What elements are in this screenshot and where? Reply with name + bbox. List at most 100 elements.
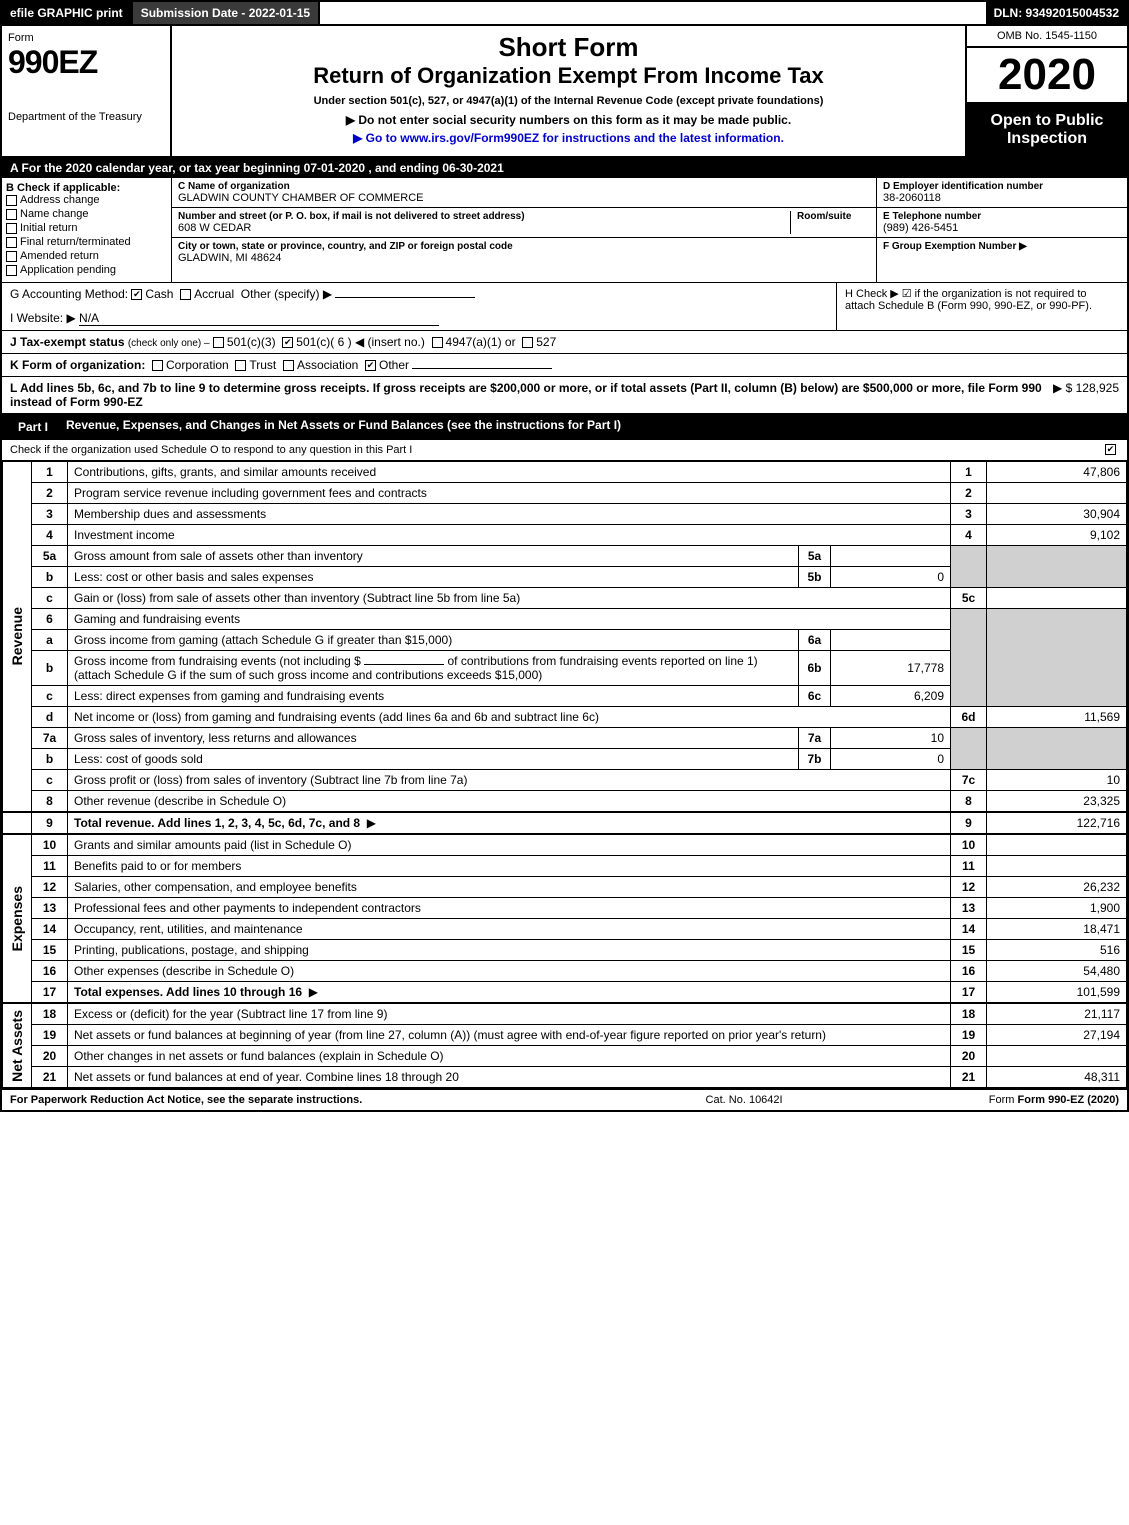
part1-number: Part I (10, 418, 56, 436)
street-value: 608 W CEDAR (178, 222, 790, 234)
accrual-label: Accrual (194, 287, 234, 301)
checkbox-icon[interactable] (282, 337, 293, 348)
table-row: 6 Gaming and fundraising events (3, 609, 1127, 630)
line-ref: 18 (951, 1003, 987, 1025)
submission-date-label: Submission Date - 2022-01-15 (133, 2, 320, 24)
dept-treasury: Department of the Treasury (8, 111, 164, 123)
checkbox-icon[interactable] (6, 251, 17, 262)
line-9-desc: Total revenue. Add lines 1, 2, 3, 4, 5c,… (74, 816, 360, 830)
shaded-cell (987, 728, 1127, 770)
chk-initial-return[interactable]: Initial return (6, 222, 167, 234)
checkbox-icon[interactable] (365, 360, 376, 371)
checkbox-icon[interactable] (152, 360, 163, 371)
section-def: D Employer identification number 38-2060… (877, 178, 1127, 282)
line-ref: 13 (951, 898, 987, 919)
efile-print-label[interactable]: efile GRAPHIC print (2, 2, 133, 24)
top-bar: efile GRAPHIC print Submission Date - 20… (2, 2, 1127, 26)
section-j: J Tax-exempt status (check only one) – 5… (2, 331, 1127, 354)
line-val (987, 483, 1127, 504)
501c-label: 501(c)( 6 ) ◀ (insert no.) (296, 335, 425, 349)
4947a1-label: 4947(a)(1) or (446, 335, 516, 349)
line-num: 16 (32, 961, 68, 982)
checkbox-icon[interactable] (432, 337, 443, 348)
chk-name-change[interactable]: Name change (6, 208, 167, 220)
checkbox-icon[interactable] (6, 265, 17, 276)
line-subval: 6,209 (831, 686, 951, 707)
line-desc: Gross sales of inventory, less returns a… (68, 728, 799, 749)
table-row: 2 Program service revenue including gove… (3, 483, 1127, 504)
goto-link[interactable]: ▶ Go to www.irs.gov/Form990EZ for instru… (182, 131, 955, 145)
line-num: 6 (32, 609, 68, 630)
line-ref: 3 (951, 504, 987, 525)
trust-label: Trust (249, 358, 276, 372)
checkbox-icon[interactable] (6, 237, 17, 248)
line-num: d (32, 707, 68, 728)
line-val: 21,117 (987, 1003, 1127, 1025)
table-row: 16 Other expenses (describe in Schedule … (3, 961, 1127, 982)
line-desc: Contributions, gifts, grants, and simila… (68, 462, 951, 483)
checkbox-icon[interactable] (180, 289, 191, 300)
checkbox-icon[interactable] (131, 289, 142, 300)
netassets-vertical-label: Net Assets (3, 1003, 32, 1088)
city-value: GLADWIN, MI 48624 (178, 252, 870, 264)
other-specify-label: Other (specify) ▶ (241, 287, 332, 301)
line-ref: 14 (951, 919, 987, 940)
checkbox-icon[interactable] (1105, 444, 1116, 455)
section-l-text: L Add lines 5b, 6c, and 7b to line 9 to … (10, 381, 1043, 409)
checkbox-icon[interactable] (6, 195, 17, 206)
line-6b-blank[interactable] (364, 664, 444, 665)
chk-application-pending[interactable]: Application pending (6, 264, 167, 276)
return-title: Return of Organization Exempt From Incom… (182, 63, 955, 89)
chk-address-change[interactable]: Address change (6, 194, 167, 206)
footer-right: Form Form 990-EZ (2020) (989, 1094, 1119, 1106)
checkbox-icon[interactable] (235, 360, 246, 371)
group-exemption-label: F Group Exemption Number ▶ (883, 241, 1121, 252)
line-val: 30,904 (987, 504, 1127, 525)
irs-link[interactable]: ▶ Go to www.irs.gov/Form990EZ for instru… (353, 131, 784, 145)
line-val: 10 (987, 770, 1127, 791)
line-subref: 6b (799, 651, 831, 686)
other-org-input[interactable] (412, 368, 552, 369)
line-ref: 17 (951, 982, 987, 1004)
line-desc: Total expenses. Add lines 10 through 16 … (68, 982, 951, 1004)
line-desc: Grants and similar amounts paid (list in… (68, 834, 951, 856)
line-subval (831, 630, 951, 651)
line-num: c (32, 770, 68, 791)
room-label: Room/suite (797, 211, 870, 222)
line-num: 21 (32, 1067, 68, 1088)
line-val (987, 1046, 1127, 1067)
line-val (987, 588, 1127, 609)
form-header: Form 990EZ Department of the Treasury Sh… (2, 26, 1127, 158)
website-label: I Website: ▶ (10, 311, 76, 325)
tax-exempt-sub: (check only one) – (128, 338, 210, 349)
shaded-cell (987, 609, 1127, 707)
501c3-label: 501(c)(3) (227, 335, 276, 349)
line-subval (831, 546, 951, 567)
city-label: City or town, state or province, country… (178, 241, 870, 252)
chk-final-return[interactable]: Final return/terminated (6, 236, 167, 248)
other-org-label: Other (379, 358, 409, 372)
checkbox-icon[interactable] (522, 337, 533, 348)
section-k: K Form of organization: Corporation Trus… (2, 354, 1127, 377)
section-i: I Website: ▶ N/A (10, 311, 828, 326)
line-desc: Less: direct expenses from gaming and fu… (68, 686, 799, 707)
checkbox-icon[interactable] (6, 223, 17, 234)
section-e: E Telephone number (989) 426-5451 (877, 208, 1127, 238)
org-name-label: C Name of organization (178, 181, 870, 192)
dln-label: DLN: 93492015004532 (986, 2, 1127, 24)
line-ref: 5c (951, 588, 987, 609)
other-specify-input[interactable] (335, 297, 475, 298)
table-row: Revenue 1 Contributions, gifts, grants, … (3, 462, 1127, 483)
checkbox-icon[interactable] (283, 360, 294, 371)
checkbox-icon[interactable] (213, 337, 224, 348)
part1-table: Revenue 1 Contributions, gifts, grants, … (2, 461, 1127, 1088)
chk-amended-return[interactable]: Amended return (6, 250, 167, 262)
no-ssn-notice: ▶ Do not enter social security numbers o… (182, 113, 955, 127)
line-desc: Investment income (68, 525, 951, 546)
city-row: City or town, state or province, country… (172, 238, 876, 267)
line-subref: 6a (799, 630, 831, 651)
table-row: 14 Occupancy, rent, utilities, and maint… (3, 919, 1127, 940)
checkbox-icon[interactable] (6, 209, 17, 220)
line-desc: Net assets or fund balances at beginning… (68, 1025, 951, 1046)
line-subref: 5b (799, 567, 831, 588)
